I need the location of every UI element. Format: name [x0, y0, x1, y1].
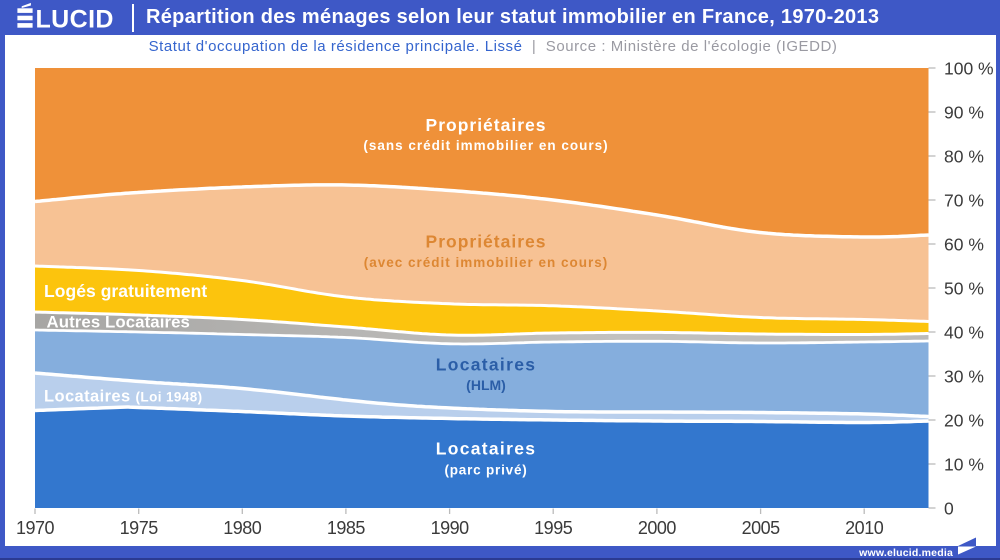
- svg-text:2005: 2005: [742, 518, 781, 538]
- svg-text:Logés gratuitement: Logés gratuitement: [44, 281, 207, 301]
- svg-text:1980: 1980: [223, 518, 262, 538]
- svg-text:LUCID: LUCID: [36, 6, 114, 34]
- svg-text:1985: 1985: [327, 518, 366, 538]
- svg-text:70 %: 70 %: [944, 190, 984, 210]
- svg-text:2000: 2000: [638, 518, 677, 538]
- svg-text:60 %: 60 %: [944, 234, 984, 254]
- svg-text:(parc privé): (parc privé): [444, 463, 527, 478]
- svg-text:30 %: 30 %: [944, 366, 984, 386]
- svg-text:10 %: 10 %: [944, 454, 984, 474]
- svg-text:0: 0: [944, 498, 954, 518]
- svg-text:Locataires: Locataires: [436, 355, 537, 375]
- svg-text:(avec crédit immobilier en cou: (avec crédit immobilier en cours): [364, 255, 609, 270]
- svg-text:1990: 1990: [431, 518, 470, 538]
- svg-text:Locataires (Loi 1948): Locataires (Loi 1948): [44, 388, 203, 406]
- svg-text:Propriétaires: Propriétaires: [426, 115, 547, 135]
- svg-text:1970: 1970: [16, 518, 55, 538]
- svg-text:1975: 1975: [120, 518, 159, 538]
- svg-text:Autres Locataires: Autres Locataires: [47, 313, 190, 332]
- svg-text:50 %: 50 %: [944, 278, 984, 298]
- svg-text:2010: 2010: [845, 518, 884, 538]
- svg-text:Locataires: Locataires: [436, 439, 537, 459]
- svg-text:40 %: 40 %: [944, 322, 984, 342]
- svg-text:(sans crédit immobilier en cou: (sans crédit immobilier en cours): [363, 138, 608, 153]
- svg-text:80 %: 80 %: [944, 146, 984, 166]
- svg-text:1995: 1995: [534, 518, 573, 538]
- svg-text:20 %: 20 %: [944, 410, 984, 430]
- svg-text:100 %: 100 %: [944, 58, 994, 78]
- svg-text:(HLM): (HLM): [466, 377, 506, 393]
- svg-text:Propriétaires: Propriétaires: [426, 232, 547, 252]
- svg-text:90 %: 90 %: [944, 102, 984, 122]
